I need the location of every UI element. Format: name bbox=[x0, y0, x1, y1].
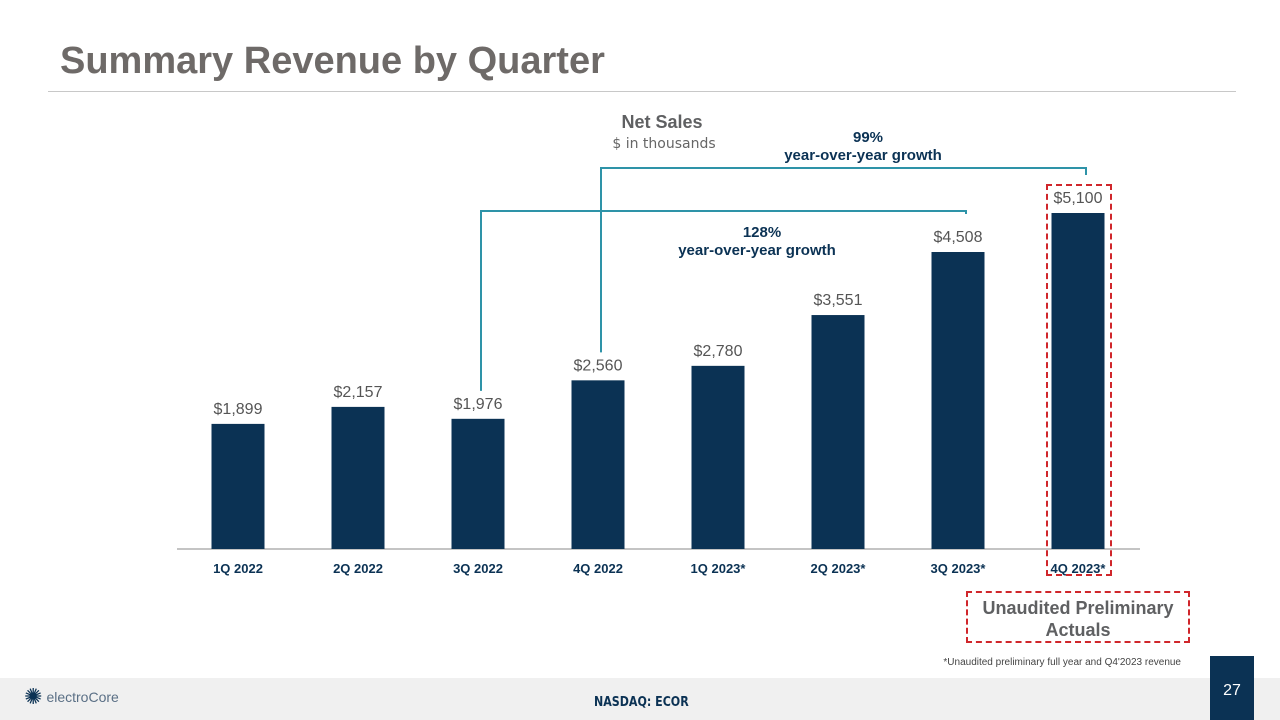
data-label: $1,899 bbox=[214, 401, 263, 418]
data-label: $1,976 bbox=[454, 396, 503, 413]
data-label: $4,508 bbox=[934, 229, 983, 246]
bar bbox=[451, 418, 505, 549]
footnote: *Unaudited preliminary full year and Q4'… bbox=[943, 657, 1181, 668]
bar bbox=[931, 252, 985, 549]
x-tick-label: 3Q 2023* bbox=[931, 561, 987, 576]
x-tick-label: 1Q 2023* bbox=[691, 561, 747, 576]
data-label: $2,780 bbox=[694, 343, 743, 360]
data-label: $5,100 bbox=[1054, 190, 1103, 207]
growth-percent: 99% bbox=[853, 129, 883, 146]
x-tick-label: 4Q 2022 bbox=[573, 561, 623, 576]
growth-label: year-over-year growth bbox=[678, 242, 836, 259]
growth-bracket bbox=[600, 167, 1087, 353]
page-number: 27 bbox=[1210, 656, 1254, 720]
bar bbox=[211, 423, 265, 549]
growth-bracket bbox=[480, 210, 967, 391]
unaudited-label: Unaudited Preliminary Actuals bbox=[966, 591, 1190, 643]
x-tick-label: 1Q 2022 bbox=[213, 561, 263, 576]
x-tick-label: 2Q 2023* bbox=[811, 561, 867, 576]
bar bbox=[331, 406, 385, 549]
logo-text: electroCore bbox=[46, 689, 119, 705]
title-divider bbox=[48, 91, 1236, 92]
bar bbox=[1051, 213, 1105, 549]
page-title: Summary Revenue by Quarter bbox=[60, 40, 605, 82]
x-tick-label: 2Q 2022 bbox=[333, 561, 383, 576]
footer bbox=[0, 678, 1280, 720]
x-tick-label: 3Q 2022 bbox=[453, 561, 503, 576]
logo-star-icon: ✺ bbox=[24, 684, 43, 709]
x-tick-label: 4Q 2023* bbox=[1051, 561, 1107, 576]
highlight-box bbox=[1046, 184, 1112, 576]
ticker: NASDAQ: ECOR bbox=[594, 695, 689, 710]
bar bbox=[571, 380, 625, 549]
chart-subtitle: $ in thousands bbox=[612, 136, 715, 152]
bar bbox=[691, 365, 745, 549]
data-label: $2,560 bbox=[574, 357, 623, 374]
data-label: $3,551 bbox=[814, 292, 863, 309]
bar bbox=[811, 315, 865, 549]
data-label: $2,157 bbox=[334, 384, 383, 401]
chart-title: Net Sales bbox=[621, 112, 702, 132]
growth-percent: 128% bbox=[743, 224, 781, 241]
logo: ✺ electroCore bbox=[24, 684, 119, 710]
growth-label: year-over-year growth bbox=[784, 147, 942, 164]
